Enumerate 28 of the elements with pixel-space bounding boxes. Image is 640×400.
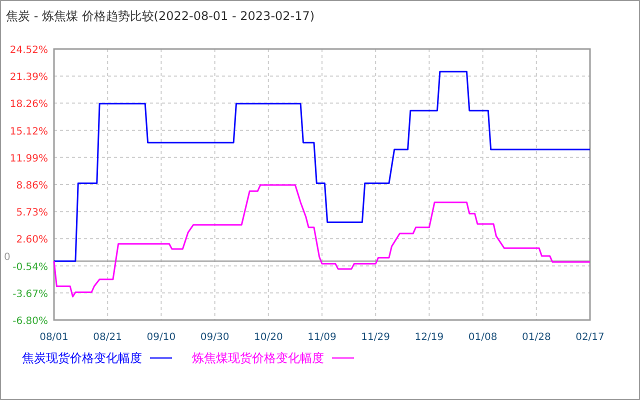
y-tick-label: 8.86%: [16, 180, 48, 192]
legend-label: 焦炭现货价格变化幅度: [22, 351, 142, 365]
x-tick-label: 12/19: [414, 332, 444, 343]
y-tick-label: 5.73%: [16, 208, 48, 219]
ref-line-label: 0: [4, 252, 10, 264]
x-tick-label: 01/28: [522, 332, 551, 343]
legend-label: 炼焦煤现货价格变化幅度: [192, 351, 324, 365]
line-series: [53, 70, 591, 262]
x-tick-label: 10/20: [254, 332, 283, 343]
x-tick-label: 09/10: [146, 332, 176, 343]
y-tick-label: 18.26%: [10, 99, 48, 110]
x-tick-label: 11/29: [361, 332, 390, 343]
x-tick-label: 09/30: [200, 332, 230, 343]
y-tick-label: -0.54%: [12, 262, 48, 273]
chart-title: 焦炭 - 炼焦煤 价格趋势比较(2022-08-01 - 2023-02-17): [6, 9, 315, 23]
y-tick-label: 15.12%: [10, 126, 48, 138]
y-tick-label: 24.52%: [10, 45, 48, 56]
y-tick-label: 2.60%: [16, 234, 48, 246]
x-tick-label: 08/01: [40, 332, 68, 343]
y-tick-label: -6.80%: [12, 316, 48, 327]
x-tick-label: 02/17: [576, 332, 604, 343]
x-tick-label: 11/09: [308, 332, 336, 343]
y-tick-label: 21.39%: [10, 72, 48, 84]
y-tick-label: -3.67%: [12, 288, 48, 300]
y-tick-label: 11.99%: [10, 153, 48, 164]
x-tick-label: 01/08: [468, 332, 498, 343]
line-series: [53, 184, 591, 298]
x-tick-label: 08/21: [93, 332, 122, 343]
